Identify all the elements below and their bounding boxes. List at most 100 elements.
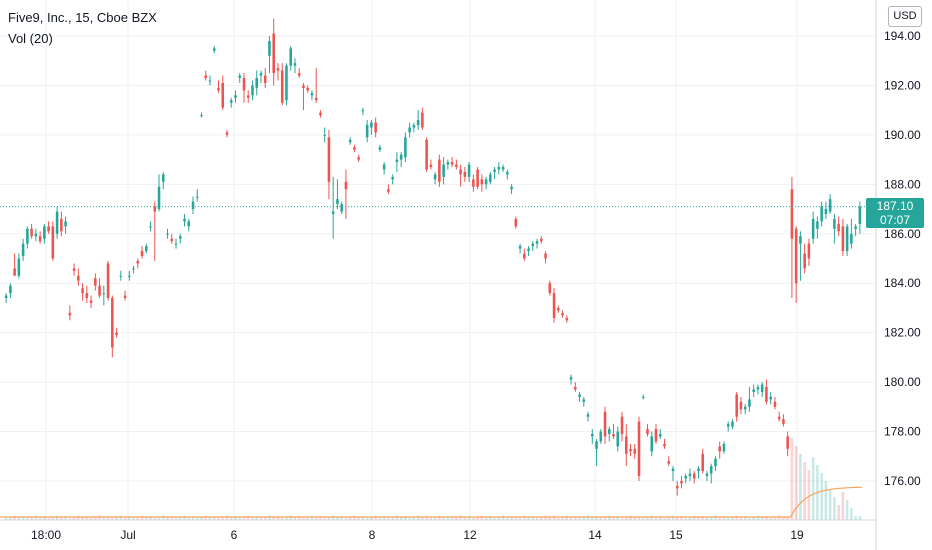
candle-body [624,436,628,454]
candle-body [803,253,806,269]
candle-body [387,189,390,192]
candle-body [518,246,522,249]
volume-bar [98,515,101,520]
volume-bar [9,516,12,520]
volume-bar [136,516,140,520]
candle-body [467,164,471,177]
candle-body [650,436,654,452]
volume-bar [637,516,641,520]
volume-bar [145,517,148,520]
volume-bar [263,516,267,520]
price-tick-label: 176.00 [884,474,921,488]
volume-bar [709,516,713,520]
volume-bar [624,516,628,520]
volume-bar [654,517,658,520]
candle-body [416,120,420,125]
volume-bar [17,517,21,520]
candle-body [688,473,692,477]
candle-body [595,441,598,449]
candle-body [17,258,21,276]
volume-bar [26,518,29,520]
volume-bar [607,515,611,520]
volume-bar [446,516,450,520]
volume-bar [111,518,114,520]
volume-bar [841,492,845,520]
candle-body [633,448,637,454]
symbol-title[interactable]: Five9, Inc., 15, Cboe BZX [8,10,157,25]
volume-bar [425,516,428,520]
candle-body [782,419,785,425]
currency-button[interactable]: USD [888,6,922,27]
volume-bar [30,516,33,520]
volume-indicator-label[interactable]: Vol (20) [8,31,53,46]
volume-bar [183,515,186,520]
volume-bar [799,454,802,520]
candle-body [472,179,475,187]
candle-body [828,199,832,212]
last-price-tag: 187.10 07:07 [866,198,924,228]
candle-body [217,87,220,91]
volume-bar [94,516,97,520]
candle-body [450,162,454,165]
candle-body [824,209,828,214]
candle-body [726,424,730,427]
volume-bar [506,517,509,520]
time-tick-label: 18:00 [31,528,61,542]
volume-bar [489,516,492,520]
volume-bar [276,516,280,520]
volume-bar [157,516,161,520]
candle-body [620,416,624,434]
volume-bar [548,517,552,520]
candle-body [365,124,369,138]
price-axis[interactable]: 194.00 192.00 190.00 188.00 186.00 184.00 182.… [884,29,921,488]
candle-body [794,228,798,284]
volume-bar [527,517,530,520]
candle-body [425,139,428,170]
time-tick-label: 8 [369,528,376,542]
candle-body [811,218,815,239]
candle-body [765,387,768,402]
volume-bar [433,516,437,520]
volume-bar [178,516,182,520]
time-axis[interactable]: 18:00 Jul 6 8 12 14 15 19 [31,528,804,542]
volume-bar [786,516,789,520]
volume-bar [811,457,815,520]
volume-bar [378,517,382,520]
candle-body [391,176,394,180]
candle-body [344,181,348,190]
volume-bar [472,518,475,520]
candle-body [646,429,649,434]
candle-body [225,132,229,135]
candle-body [735,394,738,417]
volume-bar [21,516,25,520]
time-tick-label: 14 [588,528,602,542]
candle-body [408,127,411,133]
candle-body [55,211,59,234]
volume-bar [102,517,106,520]
candle-body [13,268,16,276]
volume-bar [72,516,76,520]
candle-body [421,112,424,128]
volume-bar [824,481,828,520]
price-tick-label: 182.00 [884,326,921,340]
volume-bar [544,515,547,520]
volume-bar [399,517,403,520]
volume-bar [633,517,637,520]
volume-bar [170,516,174,520]
volume-bar [331,515,335,520]
volume-bar [459,515,462,520]
candle-body [565,317,569,321]
candle-body [336,199,339,205]
candle-body [26,228,29,244]
volume-bar [336,517,339,520]
volume-bar [391,516,394,520]
candle-body [72,268,76,271]
price-tick-label: 180.00 [884,375,921,389]
volume-bar [726,518,730,520]
candle-body [293,63,297,66]
volume-bar [13,515,16,520]
candle-body [433,174,437,180]
volume-bar [191,516,195,520]
candle-body [272,33,275,74]
